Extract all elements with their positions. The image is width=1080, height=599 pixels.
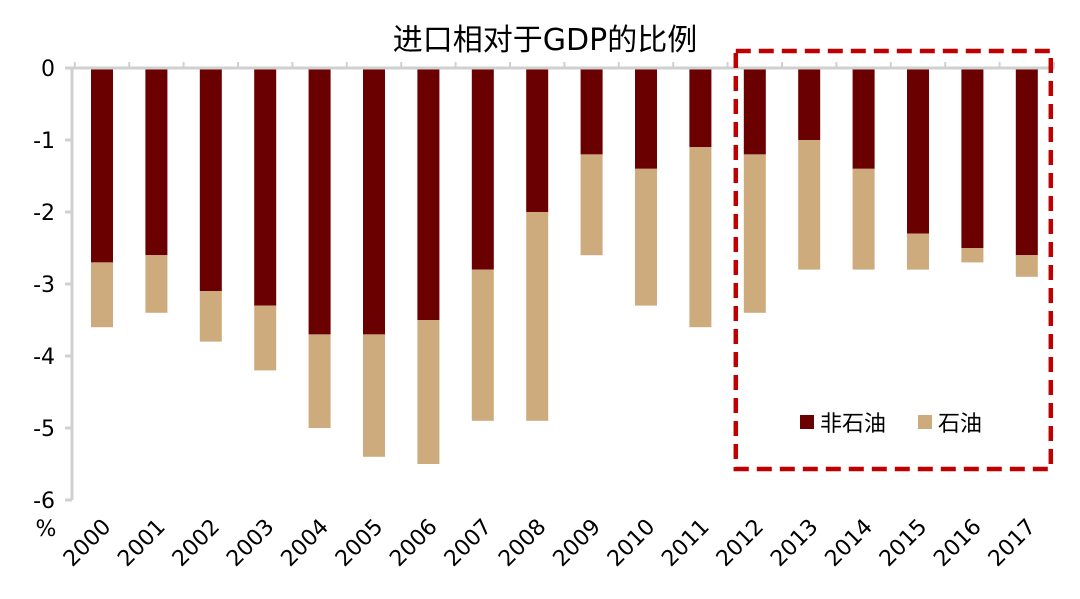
x-tick-label: 2013 <box>766 515 823 572</box>
bar-oil-2012 <box>743 154 766 313</box>
bar-non-oil-2003 <box>254 68 277 306</box>
bar-non-oil-2013 <box>798 68 821 140</box>
bar-oil-2005 <box>363 334 385 457</box>
bar-oil-2008 <box>526 212 549 421</box>
bar-non-oil-2010 <box>635 68 657 169</box>
y-tick-label: 0 <box>41 57 55 82</box>
bar-non-oil-2005 <box>363 68 385 335</box>
x-tick-label: 2006 <box>385 515 442 572</box>
y-tick-label: -4 <box>33 345 55 370</box>
bar-non-oil-2004 <box>308 68 331 335</box>
x-tick-label: 2016 <box>929 515 986 572</box>
chart-title: 进口相对于GDP的比例 <box>393 23 697 58</box>
legend-label-oil: 石油 <box>938 412 982 437</box>
legend-label-non-oil: 非石油 <box>820 412 886 437</box>
bars-layer <box>91 68 1038 464</box>
bar-oil-2009 <box>580 154 603 256</box>
bar-oil-2016 <box>961 248 984 263</box>
x-tick-label: 2000 <box>59 515 116 572</box>
bar-oil-2006 <box>417 320 440 464</box>
y-tick-label: -2 <box>33 201 55 226</box>
x-tick-label: 2012 <box>712 515 769 572</box>
bar-non-oil-2000 <box>91 68 113 263</box>
x-tick-label: 2017 <box>984 515 1041 572</box>
y-axis-unit-label: % <box>36 517 57 542</box>
bar-non-oil-2008 <box>526 68 549 212</box>
bar-non-oil-2012 <box>743 68 766 155</box>
x-tick-label: 2008 <box>494 515 551 572</box>
bar-non-oil-2006 <box>417 68 440 320</box>
y-tick-label: -6 <box>33 489 55 514</box>
y-tick-label: -5 <box>33 417 55 442</box>
bar-non-oil-2016 <box>961 68 984 248</box>
highlight-box <box>733 48 1054 472</box>
x-tick-label: 2004 <box>277 515 334 572</box>
bar-oil-2014 <box>852 168 875 270</box>
bar-oil-2001 <box>145 255 168 313</box>
y-tick-label: -1 <box>33 129 55 154</box>
bar-oil-2010 <box>635 168 657 306</box>
bar-oil-2002 <box>199 291 222 342</box>
bar-non-oil-2015 <box>907 68 929 234</box>
legend-swatch-oil <box>918 415 932 429</box>
y-tick-label: -3 <box>33 273 55 298</box>
bar-non-oil-2014 <box>852 68 875 169</box>
bar-non-oil-2002 <box>199 68 222 292</box>
x-tick-label: 2014 <box>821 515 878 572</box>
x-tick-label: 2007 <box>440 515 497 572</box>
x-tick-label: 2002 <box>168 515 225 572</box>
legend: 非石油 石油 <box>800 412 982 437</box>
x-tick-label: 2015 <box>875 515 932 572</box>
x-tick-label: 2009 <box>549 515 606 572</box>
highlight-layer <box>733 48 1054 472</box>
x-tick-label: 2010 <box>603 515 660 572</box>
legend-swatch-non-oil <box>800 415 814 429</box>
bar-oil-2004 <box>308 334 331 428</box>
bar-non-oil-2011 <box>689 68 712 148</box>
bar-oil-2003 <box>254 305 277 371</box>
bar-oil-2015 <box>907 233 929 270</box>
bar-non-oil-2009 <box>580 68 603 155</box>
bar-non-oil-2001 <box>145 68 168 256</box>
x-tick-label: 2005 <box>331 515 388 572</box>
x-tick-label: 2003 <box>222 515 279 572</box>
bar-oil-2013 <box>798 140 821 270</box>
bar-oil-2011 <box>689 147 712 328</box>
x-tick-label: 2011 <box>657 515 714 572</box>
bar-oil-2000 <box>91 262 113 328</box>
x-tick-label: 2001 <box>113 515 170 572</box>
bar-oil-2007 <box>471 269 494 421</box>
bar-oil-2017 <box>1015 255 1038 277</box>
bar-non-oil-2017 <box>1015 68 1038 256</box>
bar-non-oil-2007 <box>471 68 494 270</box>
